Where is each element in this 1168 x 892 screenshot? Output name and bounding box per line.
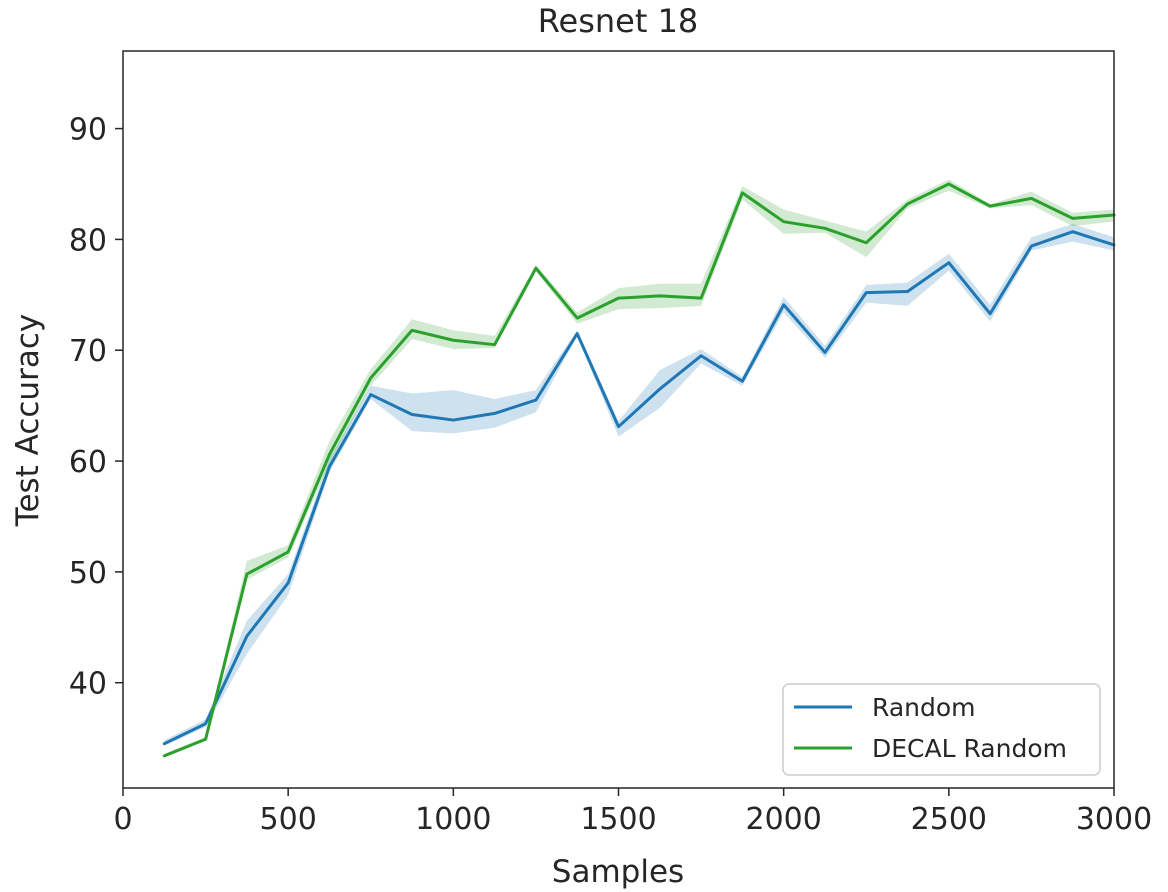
y-tick-label: 70 — [69, 334, 107, 369]
y-axis: 40 50 60 70 80 90 — [69, 113, 123, 702]
legend-label-decal-random: DECAL Random — [872, 734, 1067, 763]
legend-box — [782, 683, 1101, 776]
x-tick-label: 0 — [113, 802, 132, 837]
band-decal-random — [164, 179, 1114, 757]
y-tick-label: 80 — [69, 223, 107, 258]
y-tick-label: 60 — [69, 445, 107, 480]
x-tick-label: 1000 — [415, 802, 491, 837]
x-tick-label: 2000 — [745, 802, 821, 837]
series-line-decal-random — [162, 182, 1116, 758]
x-tick-label: 2500 — [911, 802, 987, 837]
y-tick-label: 40 — [69, 667, 107, 702]
y-tick-label: 50 — [69, 556, 107, 591]
x-tick-label: 1500 — [580, 802, 656, 837]
series-lines — [162, 182, 1116, 758]
y-tick-label: 90 — [69, 113, 107, 148]
chart-title: Resnet 18 — [538, 2, 699, 40]
plot-area — [122, 50, 1116, 789]
x-tick-label: 500 — [260, 802, 317, 837]
plot-frame — [122, 50, 1115, 789]
confidence-bands — [164, 179, 1114, 757]
legend: Random DECAL Random — [782, 683, 1101, 776]
series-line-random — [162, 230, 1116, 746]
y-axis-title: Test Accuracy — [10, 314, 46, 527]
legend-label-random: Random — [872, 693, 976, 722]
x-axis: 0 500 1000 1500 2000 2500 3000 — [113, 788, 1152, 837]
x-axis-title: Samples — [552, 854, 684, 890]
x-tick-label: 3000 — [1076, 802, 1152, 837]
